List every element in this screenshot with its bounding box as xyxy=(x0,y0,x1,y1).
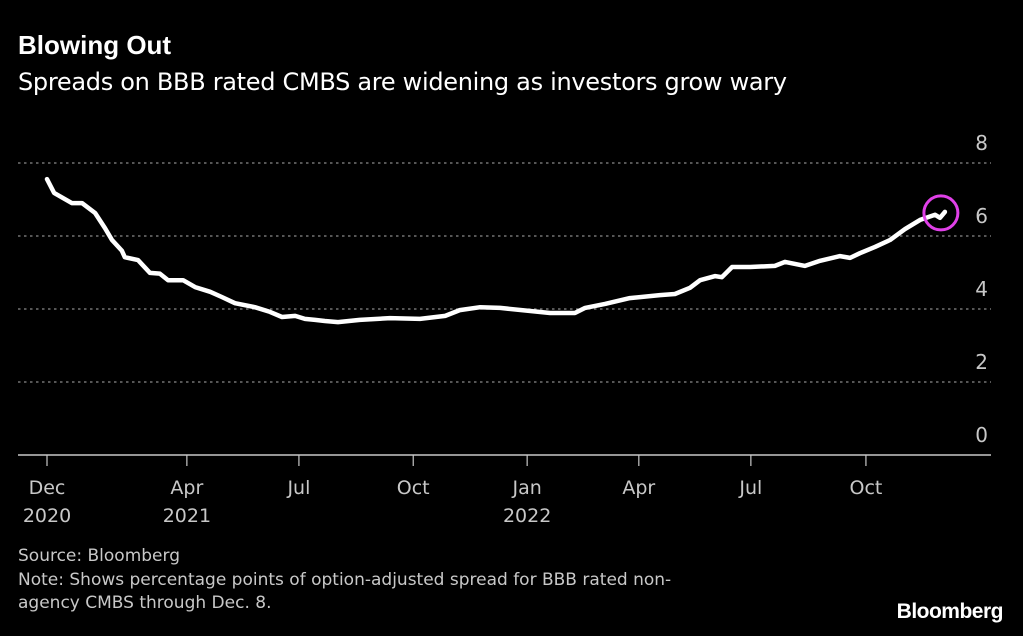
y-tick-label: 0 xyxy=(975,423,988,447)
gridlines xyxy=(18,162,991,383)
note-line-1: Note: Shows percentage points of option-… xyxy=(18,570,672,590)
x-tick-label: Jul xyxy=(738,477,762,499)
x-axis-ticks: Dec 2020 Apr 2021 Jul Oct Jan 2022 Apr Jul Oct xyxy=(23,455,882,527)
x-tick-label: Jul xyxy=(286,477,310,499)
note-line-2: agency CMBS through Dec. 8. xyxy=(18,593,272,613)
y-tick-label: 6 xyxy=(975,204,988,228)
bloomberg-logo: Bloomberg xyxy=(896,600,1004,623)
x-tick-label: Apr xyxy=(622,477,655,499)
y-tick-label: 8 xyxy=(975,131,988,155)
highlight-circle xyxy=(922,194,960,232)
y-axis-labels: 0 2 4 6 8 xyxy=(975,131,988,447)
x-tick-label: Oct xyxy=(397,477,430,499)
x-tick-label: Jan xyxy=(512,477,542,499)
y-tick-label: 4 xyxy=(975,277,988,301)
x-tick-label: Dec xyxy=(29,477,66,499)
chart-subtitle: Spreads on BBB rated CMBS are widening a… xyxy=(18,68,787,96)
x-tick-year: 2021 xyxy=(163,505,211,527)
x-tick-year: 2022 xyxy=(503,505,551,527)
chart-title: Blowing Out xyxy=(18,30,172,60)
x-tick-year: 2020 xyxy=(23,505,71,527)
series-line xyxy=(44,176,948,325)
source-text: Source: Bloomberg xyxy=(18,546,180,566)
x-tick-label: Oct xyxy=(849,477,882,499)
y-tick-label: 2 xyxy=(975,350,988,374)
series-group xyxy=(44,176,948,325)
x-tick-label: Apr xyxy=(170,477,203,499)
annotations xyxy=(922,194,960,232)
